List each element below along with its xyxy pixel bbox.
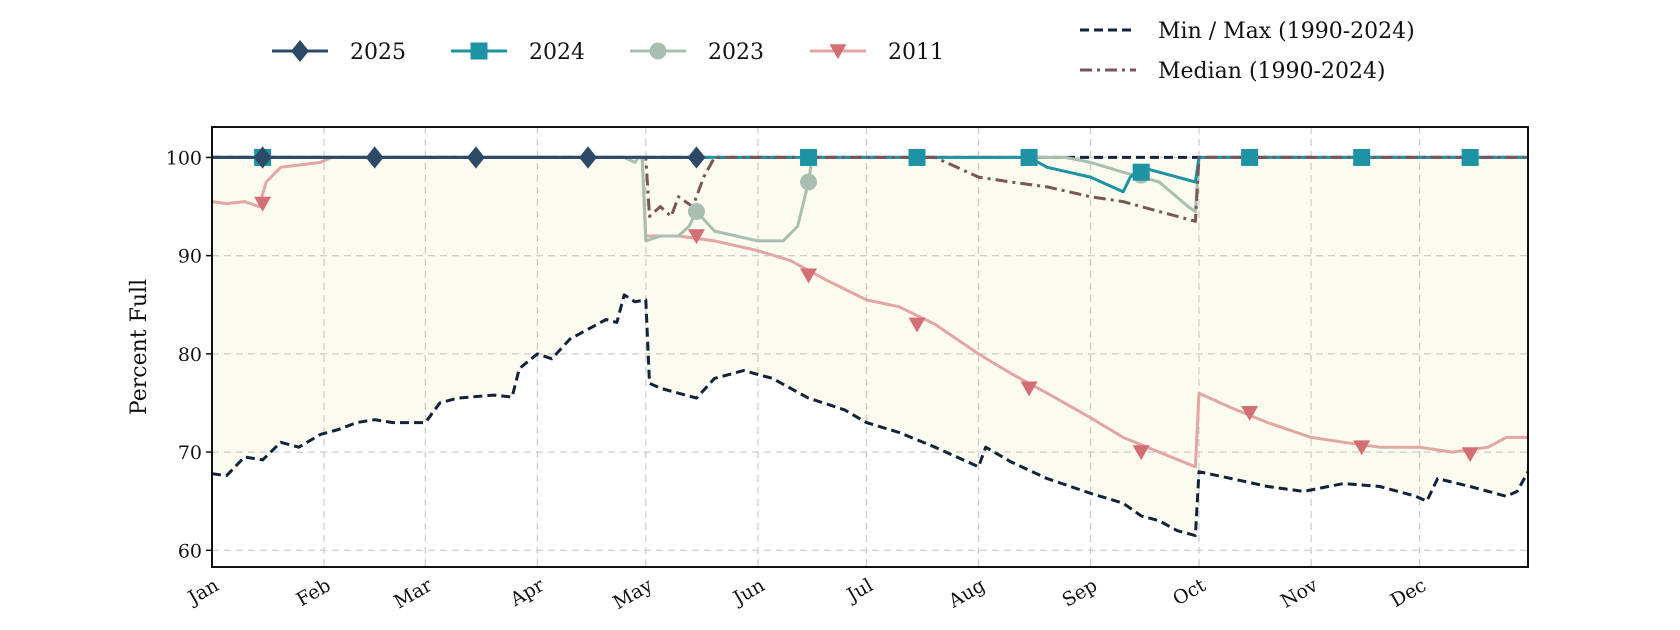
marker-2011	[800, 268, 818, 284]
legend-item-min-max-1990-2024: Min / Max (1990-2024)	[1080, 19, 1415, 44]
legend-item-2024: 2024	[451, 40, 585, 65]
legend-item-2011: 2011	[810, 40, 944, 65]
x-tick-label-feb: Feb	[293, 574, 335, 611]
marker-2025	[365, 146, 384, 169]
x-tick-label-jul: Jul	[842, 574, 877, 607]
y-tick-label-100: 100	[166, 147, 202, 169]
marker-2025	[579, 146, 597, 169]
marker-2023	[687, 202, 705, 220]
marker-2023	[800, 173, 818, 191]
y-tick-label-60: 60	[178, 540, 202, 562]
y-tick-label-90: 90	[178, 246, 202, 268]
series-line-min-max-1990-2024-min	[211, 293, 1530, 538]
x-tick-label-oct: Oct	[1169, 574, 1210, 610]
marker-2025	[253, 146, 272, 169]
series-line-median-1990-2024	[212, 155, 1528, 223]
marker-2024	[1132, 163, 1150, 181]
series-markers	[253, 146, 1479, 463]
x-tick-label-dec: Dec	[1387, 574, 1430, 612]
x-tick-label-aug: Aug	[944, 574, 989, 613]
marker-2011	[1241, 406, 1259, 421]
legend-swatch-marker	[829, 44, 847, 60]
legend-label: Median (1990-2024)	[1158, 59, 1386, 84]
x-tick-label-jun: Jun	[728, 574, 769, 610]
x-tick-label-sep: Sep	[1058, 574, 1101, 611]
legend-label: 2011	[888, 40, 944, 65]
marker-2011	[1132, 445, 1150, 461]
marker-2024	[1353, 148, 1371, 166]
legend-swatch-marker	[470, 42, 488, 60]
legend-item-median-1990-2024: Median (1990-2024)	[1080, 59, 1386, 84]
legend: 2025 2024 2023 2011 Min / Max (1990-2024) Med…	[272, 19, 1415, 84]
marker-2011	[1020, 381, 1038, 397]
plot-frame	[211, 126, 1529, 568]
marker-2011	[1461, 447, 1479, 463]
legend-label: 2023	[708, 40, 764, 65]
marker-2024	[1241, 148, 1259, 166]
legend-label: Min / Max (1990-2024)	[1158, 19, 1415, 44]
x-tick-label-nov: Nov	[1277, 574, 1322, 613]
marker-2011	[254, 196, 272, 212]
x-tick-label-may: May	[609, 574, 656, 614]
legend-swatch-marker	[291, 39, 309, 63]
marker-2025	[466, 146, 485, 169]
marker-2011	[908, 317, 926, 333]
marker-2025	[687, 146, 706, 169]
series-lines	[211, 155, 1530, 538]
legend-item-2025: 2025	[272, 39, 406, 65]
marker-2024	[800, 148, 818, 166]
y-tick-label-70: 70	[178, 442, 202, 464]
x-tick-label-mar: Mar	[390, 574, 436, 613]
legend-label: 2024	[529, 40, 585, 65]
legend-item-2023: 2023	[630, 40, 764, 65]
legend-label: 2025	[350, 40, 406, 65]
marker-2024	[908, 148, 926, 166]
x-tick-label-jan: Jan	[183, 574, 223, 610]
y-axis: 60 70 80 90 100	[166, 147, 212, 562]
y-tick-label-80: 80	[178, 344, 202, 366]
y-axis-label: Percent Full	[127, 279, 152, 415]
marker-2011	[1353, 440, 1371, 456]
marker-2011	[687, 229, 705, 245]
x-axis: Jan Feb Mar Apr May Jun Jul Aug Sep Oct Nov Dec	[183, 574, 1430, 614]
marker-2024	[1461, 148, 1479, 166]
legend-swatch-marker	[649, 42, 667, 60]
marker-2024	[1020, 148, 1038, 166]
series-line-2011	[211, 155, 1528, 469]
x-tick-label-apr: Apr	[506, 574, 549, 611]
